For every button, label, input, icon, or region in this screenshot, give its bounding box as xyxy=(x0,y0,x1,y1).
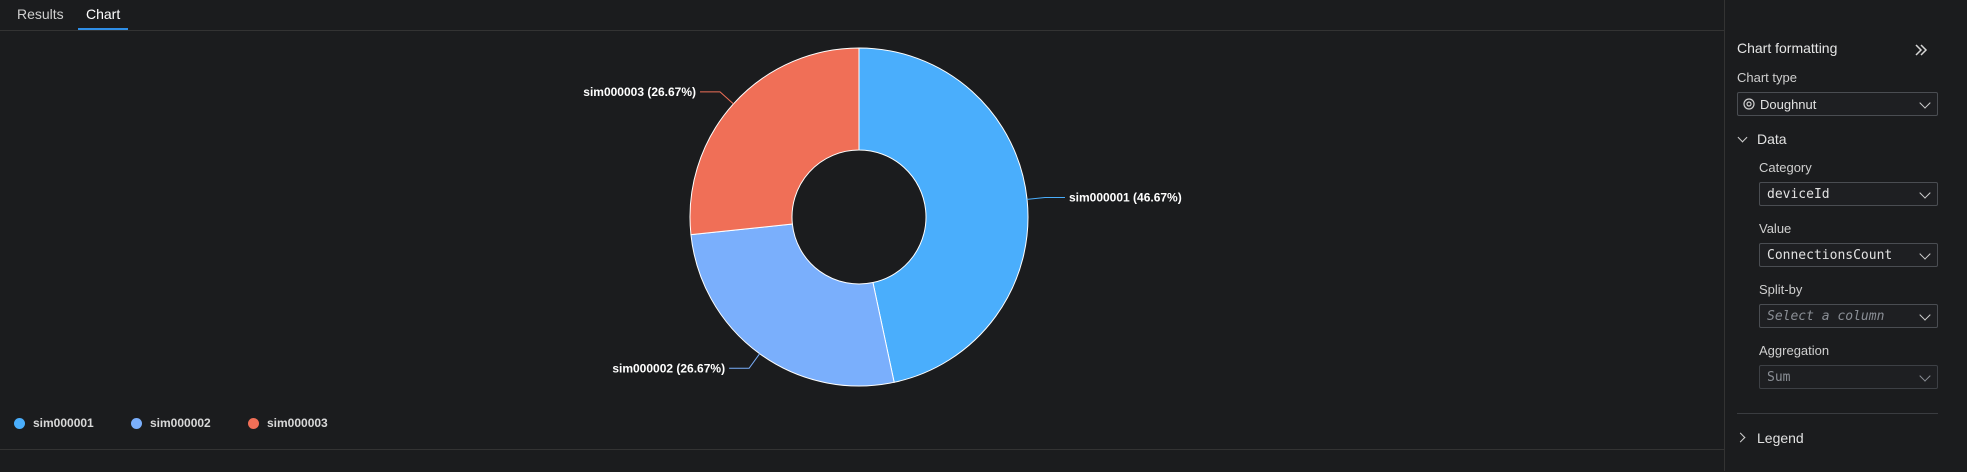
category-value: deviceId xyxy=(1767,187,1830,202)
chart-type-value: Doughnut xyxy=(1760,97,1817,112)
splitby-label: Split-by xyxy=(1759,282,1803,297)
aggregation-value: Sum xyxy=(1767,370,1791,385)
chart-formatting-panel: Chart formatting Chart type Doughnut Dat… xyxy=(1724,0,1967,471)
chart-type-select[interactable]: Doughnut xyxy=(1737,92,1938,116)
splitby-placeholder: Select a column xyxy=(1767,309,1885,324)
doughnut-icon xyxy=(1743,98,1755,110)
legend-label: sim000001 xyxy=(33,416,94,430)
chevron-right-icon xyxy=(1735,432,1746,443)
doughnut-slice-sim000001[interactable] xyxy=(858,47,1029,383)
chart-area: sim000001 (46.67%) sim000002 (26.67%) sim0… xyxy=(0,30,1724,449)
slice-label-sim000002: sim000002 (26.67%) xyxy=(612,361,725,375)
panel-divider xyxy=(1737,413,1938,414)
value-label: Value xyxy=(1759,221,1792,236)
aggregation-select[interactable]: Sum xyxy=(1759,365,1938,389)
chevron-down-icon xyxy=(1919,97,1931,109)
aggregation-label: Aggregation xyxy=(1759,343,1830,358)
tab-results[interactable]: Results xyxy=(17,6,64,22)
value-select[interactable]: ConnectionsCount xyxy=(1759,243,1938,267)
doughnut-slice-sim000003[interactable] xyxy=(689,47,860,236)
results-tab-bar: Results Chart xyxy=(0,0,1724,31)
legend-swatch xyxy=(14,417,25,429)
legend-swatch xyxy=(248,417,259,429)
slice-label-sim000001: sim000001 (46.67%) xyxy=(1069,190,1182,204)
legend-swatch xyxy=(131,417,142,429)
chevron-down-icon xyxy=(1919,309,1931,321)
tab-chart[interactable]: Chart xyxy=(77,0,129,30)
doughnut-chart: sim000001 (46.67%) sim000002 (26.67%) sim0… xyxy=(582,47,1183,387)
legend-label: sim000002 xyxy=(150,416,211,430)
category-label: Category xyxy=(1759,160,1812,175)
status-bar xyxy=(0,449,1724,472)
legend-item-sim000002[interactable]: sim000002 xyxy=(131,414,211,432)
legend-section-label: Legend xyxy=(1757,430,1804,446)
leader-line-sim000003 xyxy=(700,91,734,105)
value-value: ConnectionsCount xyxy=(1767,248,1893,263)
doughnut-slice-sim000002[interactable] xyxy=(690,223,895,387)
legend-item-sim000001[interactable]: sim000001 xyxy=(14,414,94,432)
chevron-down-icon xyxy=(1919,248,1931,260)
chevron-down-icon xyxy=(1919,187,1931,199)
legend-label: sim000003 xyxy=(267,416,328,430)
leader-line-sim000001 xyxy=(1027,196,1065,200)
panel-title: Chart formatting xyxy=(1737,40,1838,56)
category-select[interactable]: deviceId xyxy=(1759,182,1938,206)
chevron-down-icon xyxy=(1737,132,1748,143)
slice-label-sim000003: sim000003 (26.67%) xyxy=(583,85,696,99)
leader-line-sim000002 xyxy=(729,353,761,369)
chevron-down-icon xyxy=(1919,370,1931,382)
splitby-select[interactable]: Select a column xyxy=(1759,304,1938,328)
chart-type-label: Chart type xyxy=(1737,70,1797,85)
data-section-label: Data xyxy=(1757,131,1787,147)
collapse-panel-icon[interactable] xyxy=(1914,44,1928,56)
legend-item-sim000003[interactable]: sim000003 xyxy=(248,414,328,432)
